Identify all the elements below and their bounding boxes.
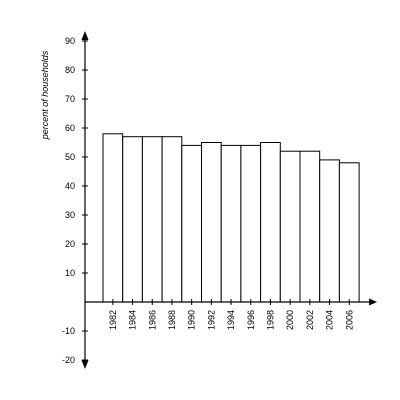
y-tick-label-80: 80 <box>65 65 75 75</box>
y-tick-label-20: 20 <box>65 239 75 249</box>
y-tick-label--20: -20 <box>62 355 75 365</box>
y-tick-label--10: -10 <box>62 326 75 336</box>
bar-2006 <box>338 162 360 303</box>
x-axis-arrow-right-icon <box>369 298 378 306</box>
x-tick-label-1996: 1996 <box>246 310 256 330</box>
y-tick-label-30: 30 <box>65 210 75 220</box>
y-tick-label-10: 10 <box>65 268 75 278</box>
y-ticks-layer: -20 -10 10 20 30 40 50 60 70 80 90 <box>62 36 88 365</box>
bar-1986 <box>141 136 163 303</box>
bar-2002 <box>299 150 321 303</box>
x-tick-label-1994: 1994 <box>226 310 236 330</box>
bars-layer <box>102 133 360 303</box>
bar-1996 <box>240 144 262 303</box>
y-axis-label: percent of households <box>40 50 50 140</box>
x-tick-label-1986: 1986 <box>147 310 157 330</box>
y-tick-label-70: 70 <box>65 94 75 104</box>
y-tick-label-50: 50 <box>65 152 75 162</box>
x-tick-label-2000: 2000 <box>285 310 295 330</box>
x-tick-label-1984: 1984 <box>128 310 138 330</box>
bar-1982 <box>102 133 124 303</box>
y-axis-arrow-up-icon <box>81 31 89 40</box>
bar-2000 <box>279 150 301 303</box>
bar-1998 <box>260 142 281 303</box>
bar-1994 <box>220 144 242 303</box>
x-tick-label-1988: 1988 <box>167 310 177 330</box>
x-tick-label-1992: 1992 <box>206 310 216 330</box>
x-tick-label-1982: 1982 <box>108 310 118 330</box>
bar-1984 <box>122 136 143 303</box>
bar-1990 <box>181 144 203 303</box>
y-tick-label-90: 90 <box>65 36 75 46</box>
bar-1992 <box>201 142 222 303</box>
bar-2004 <box>319 159 340 303</box>
x-tick-label-1998: 1998 <box>265 310 275 330</box>
x-tick-label-2002: 2002 <box>305 310 315 330</box>
y-tick-label-60: 60 <box>65 123 75 133</box>
bar-1988 <box>161 136 183 303</box>
x-tick-label-2006: 2006 <box>344 310 354 330</box>
y-axis-arrow-down-icon <box>81 360 89 369</box>
x-tick-label-1990: 1990 <box>187 310 197 330</box>
x-ticks-layer: 1982 1984 1986 1988 1990 1992 1994 1996 1998 2000… <box>108 299 354 330</box>
y-tick-label-40: 40 <box>65 181 75 191</box>
x-tick-label-2004: 2004 <box>325 310 335 330</box>
